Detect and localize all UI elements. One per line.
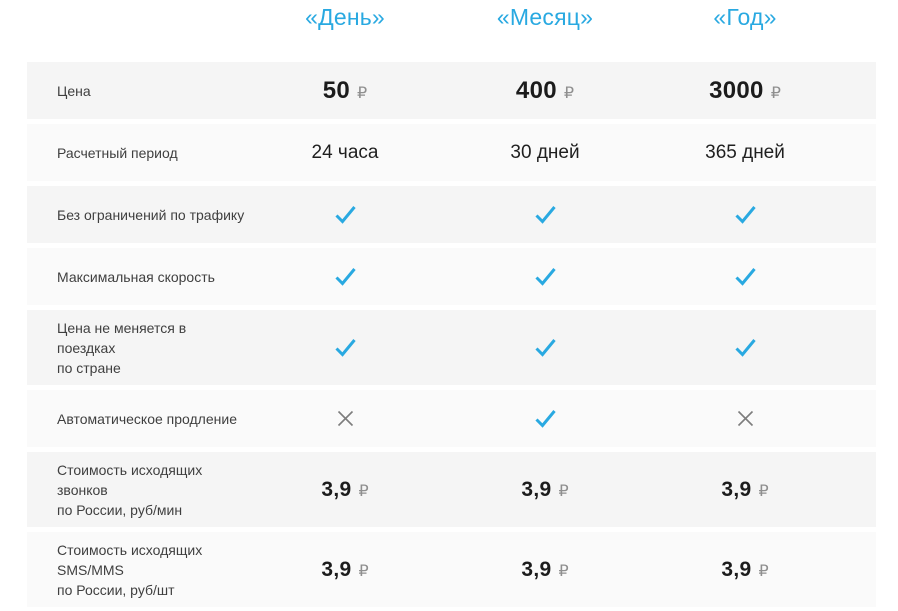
check-icon [734, 339, 756, 357]
plan-header-year: «Год» [713, 4, 777, 30]
ruble-sign: ₽ [758, 482, 769, 500]
cell-year [645, 267, 845, 286]
price-number: 3,9 [321, 477, 352, 501]
ruble-sign: ₽ [770, 84, 781, 102]
table-row: Без ограничений по трафику [27, 186, 876, 243]
table-body: Цена 50 ₽ 400 ₽ 3000 ₽ Расчетный период 24 … [27, 62, 876, 607]
cell-day [245, 205, 445, 224]
check-icon [334, 206, 356, 224]
table-row: Стоимость исходящих звонков по России, р… [27, 452, 876, 527]
cell-month [445, 205, 645, 224]
row-label: Автоматическое продление [57, 410, 237, 427]
period-value: 30 дней [510, 141, 580, 163]
row-label: Максимальная скорость [57, 268, 215, 285]
check-icon [334, 268, 356, 286]
cell-year [645, 338, 845, 357]
row-label: Цена не меняется в поездках по стране [57, 319, 187, 376]
ruble-sign: ₽ [563, 84, 575, 102]
check-icon [534, 339, 556, 357]
plan-header-day: «День» [305, 4, 385, 30]
row-label: Без ограничений по трафику [57, 206, 245, 223]
price-number: 3,9 [321, 557, 352, 581]
table-row: Стоимость исходящих SMS/MMS по России, р… [27, 532, 876, 607]
table-row: Автоматическое продление [27, 390, 876, 447]
cell-day [245, 267, 445, 286]
price-number: 3000 [709, 76, 764, 104]
table-row: Максимальная скорость [27, 248, 876, 305]
cell-year [645, 409, 845, 428]
ruble-sign: ₽ [558, 482, 569, 500]
period-value: 24 часа [311, 141, 379, 163]
price-value: 400 ₽ [516, 77, 574, 105]
cell-day: 3,9 ₽ [245, 558, 445, 582]
table-row: Цена не меняется в поездках по стране [27, 310, 876, 385]
table-row: Цена 50 ₽ 400 ₽ 3000 ₽ [27, 62, 876, 119]
row-label: Стоимость исходящих SMS/MMS по России, р… [57, 541, 203, 598]
ruble-sign: ₽ [358, 482, 369, 500]
cell-year: 3000 ₽ [645, 77, 845, 105]
cross-icon [337, 410, 353, 427]
price-value: 3,9 ₽ [521, 558, 568, 582]
ruble-sign: ₽ [758, 562, 769, 580]
cell-year: 3,9 ₽ [645, 478, 845, 502]
check-icon [734, 268, 756, 286]
price-value: 3,9 ₽ [521, 478, 568, 502]
price-value: 3,9 ₽ [321, 558, 368, 582]
cell-month: 3,9 ₽ [445, 558, 645, 582]
cell-month [445, 338, 645, 357]
cell-day [245, 338, 445, 357]
check-icon [534, 410, 556, 428]
cell-day: 50 ₽ [245, 77, 445, 105]
plan-headers-row: «День» «Месяц» «Год» [27, 2, 876, 62]
price-number: 50 [322, 76, 351, 104]
price-number: 3,9 [721, 477, 752, 501]
cross-icon [737, 410, 753, 427]
price-number: 3,9 [521, 557, 552, 581]
row-label: Стоимость исходящих звонков по России, р… [57, 461, 203, 518]
price-number: 3,9 [521, 477, 552, 501]
check-icon [334, 339, 356, 357]
cell-month [445, 409, 645, 428]
cell-month: 3,9 ₽ [445, 478, 645, 502]
cell-month: 400 ₽ [445, 77, 645, 105]
ruble-sign: ₽ [358, 562, 369, 580]
cell-year: 365 дней [645, 142, 845, 164]
price-number: 3,9 [721, 557, 752, 581]
header-spacer [27, 2, 245, 62]
cell-day: 24 часа [245, 142, 445, 164]
table-row: Расчетный период 24 часа 30 дней 365 дне… [27, 124, 876, 181]
check-icon [534, 206, 556, 224]
cell-month [445, 267, 645, 286]
plan-header-month: «Месяц» [496, 4, 594, 30]
tariff-comparison-table: «День» «Месяц» «Год» Цена 50 ₽ 400 ₽ 3000 ₽… [27, 0, 876, 607]
check-icon [734, 206, 756, 224]
check-icon [534, 268, 556, 286]
cell-month: 30 дней [445, 142, 645, 164]
cell-year [645, 205, 845, 224]
price-value: 50 ₽ [323, 77, 367, 105]
row-label: Расчетный период [57, 144, 178, 161]
price-value: 3000 ₽ [709, 77, 781, 105]
price-value: 3,9 ₽ [321, 478, 368, 502]
price-value: 3,9 ₽ [721, 558, 768, 582]
cell-year: 3,9 ₽ [645, 558, 845, 582]
price-number: 400 [515, 76, 557, 104]
cell-day [245, 409, 445, 428]
ruble-sign: ₽ [357, 84, 368, 102]
ruble-sign: ₽ [558, 562, 569, 580]
period-value: 365 дней [705, 141, 785, 163]
price-value: 3,9 ₽ [721, 478, 768, 502]
cell-day: 3,9 ₽ [245, 478, 445, 502]
row-label: Цена [57, 82, 91, 99]
